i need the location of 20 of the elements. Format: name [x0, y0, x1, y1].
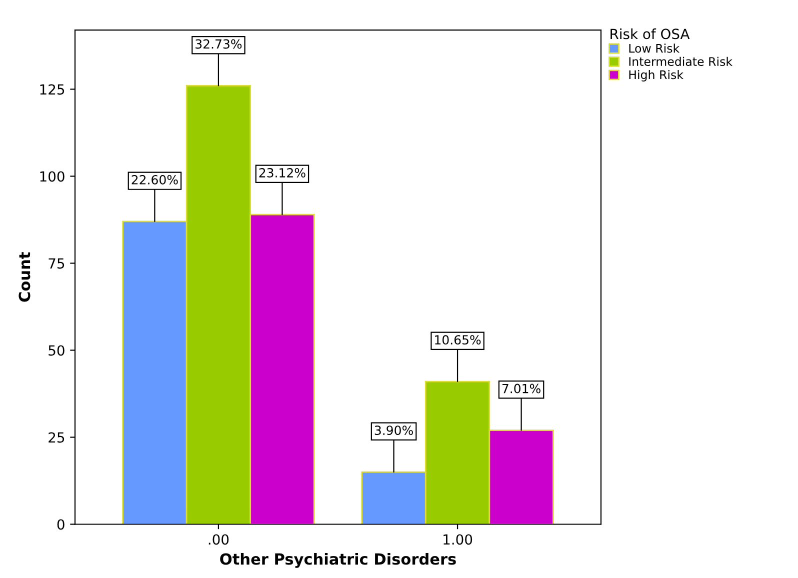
annotation: 7.01%	[502, 384, 540, 394]
y-tick-label: 25	[48, 432, 64, 443]
annotation: 32.73%	[196, 39, 242, 49]
x-axis-title: Other Psychiatric Disorders	[220, 552, 456, 568]
y-tick-label: 0	[57, 519, 64, 530]
legend-label: High Risk	[629, 70, 684, 82]
y-tick-label: 100	[40, 171, 64, 182]
y-axis-title: Count	[18, 252, 30, 302]
annotation: 3.90%	[374, 426, 413, 436]
annotation: 22.60%	[132, 174, 178, 184]
legend-label: Low Risk	[629, 44, 680, 53]
legend-title: Risk of OSA	[610, 28, 690, 40]
x-tick-label: 1.00	[444, 534, 472, 545]
legend-label: Intermediate Risk	[629, 56, 732, 66]
annotation: 10.65%	[435, 335, 481, 345]
y-tick-label: 75	[48, 258, 64, 269]
annotation: 23.12%	[259, 168, 306, 178]
x-tick-label: .00	[208, 534, 229, 545]
y-tick-label: 50	[48, 345, 64, 356]
y-tick-label: 125	[40, 84, 64, 95]
